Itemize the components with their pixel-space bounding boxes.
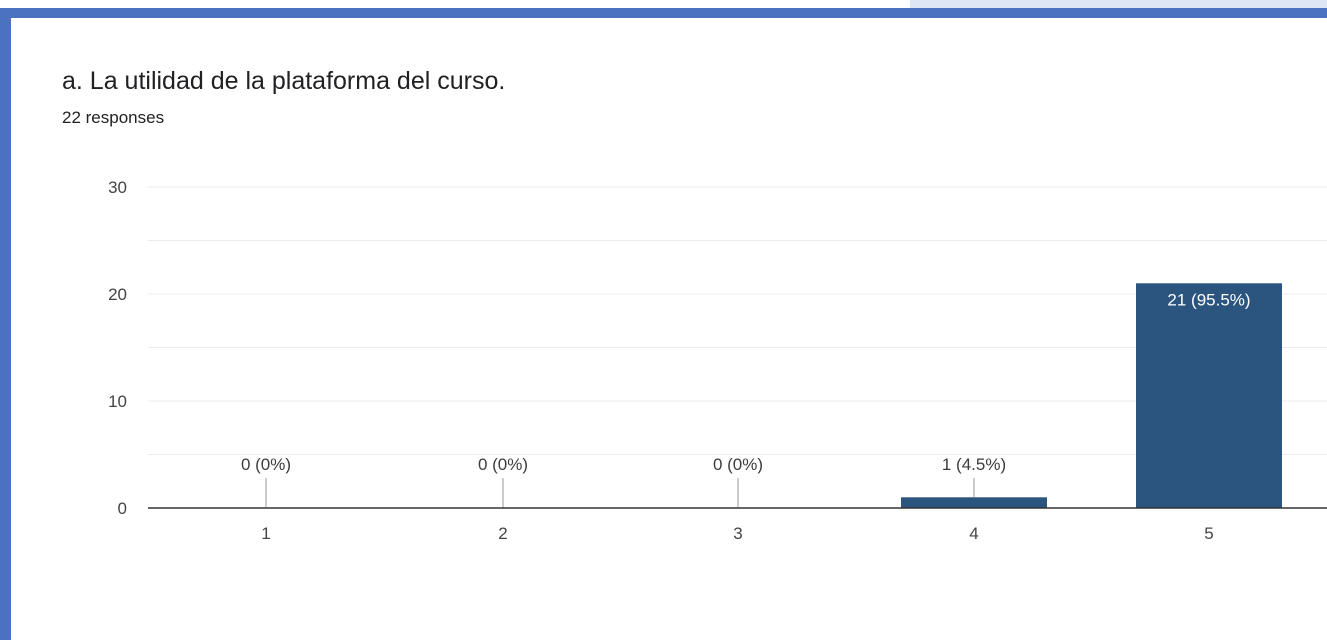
data-label-3: 0 (0%) xyxy=(713,455,763,474)
y-tick-label: 0 xyxy=(118,499,127,518)
question-title: a. La utilidad de la plataforma del curs… xyxy=(62,67,506,95)
data-label-5: 21 (95.5%) xyxy=(1167,290,1250,309)
data-label-1: 0 (0%) xyxy=(241,455,291,474)
x-tick-label-4: 4 xyxy=(969,524,978,543)
data-label-4: 1 (4.5%) xyxy=(942,455,1006,474)
bar-5 xyxy=(1136,283,1282,508)
card-top-border xyxy=(0,8,1327,18)
x-axis-ticks: 1 2 3 4 5 xyxy=(261,524,1213,543)
x-tick-label-5: 5 xyxy=(1204,524,1213,543)
y-tick-label: 10 xyxy=(108,392,127,411)
x-tick-label-1: 1 xyxy=(261,524,270,543)
x-tick-label-3: 3 xyxy=(733,524,742,543)
x-tick-label-2: 2 xyxy=(498,524,507,543)
grid-lines xyxy=(148,186,1327,455)
bar-4 xyxy=(901,497,1047,508)
bars xyxy=(901,283,1282,508)
card-left-border xyxy=(0,8,11,640)
y-tick-label: 20 xyxy=(108,285,127,304)
data-labels: 0 (0%) 0 (0%) 0 (0%) 1 (4.5%) 21 (95.5%) xyxy=(241,290,1251,508)
y-tick-label: 30 xyxy=(108,178,127,197)
y-axis-ticks: 0 10 20 30 xyxy=(108,178,127,518)
question-card xyxy=(11,18,1327,640)
window-top-highlight xyxy=(910,0,1327,8)
data-label-2: 0 (0%) xyxy=(478,455,528,474)
response-count: 22 responses xyxy=(62,108,165,127)
